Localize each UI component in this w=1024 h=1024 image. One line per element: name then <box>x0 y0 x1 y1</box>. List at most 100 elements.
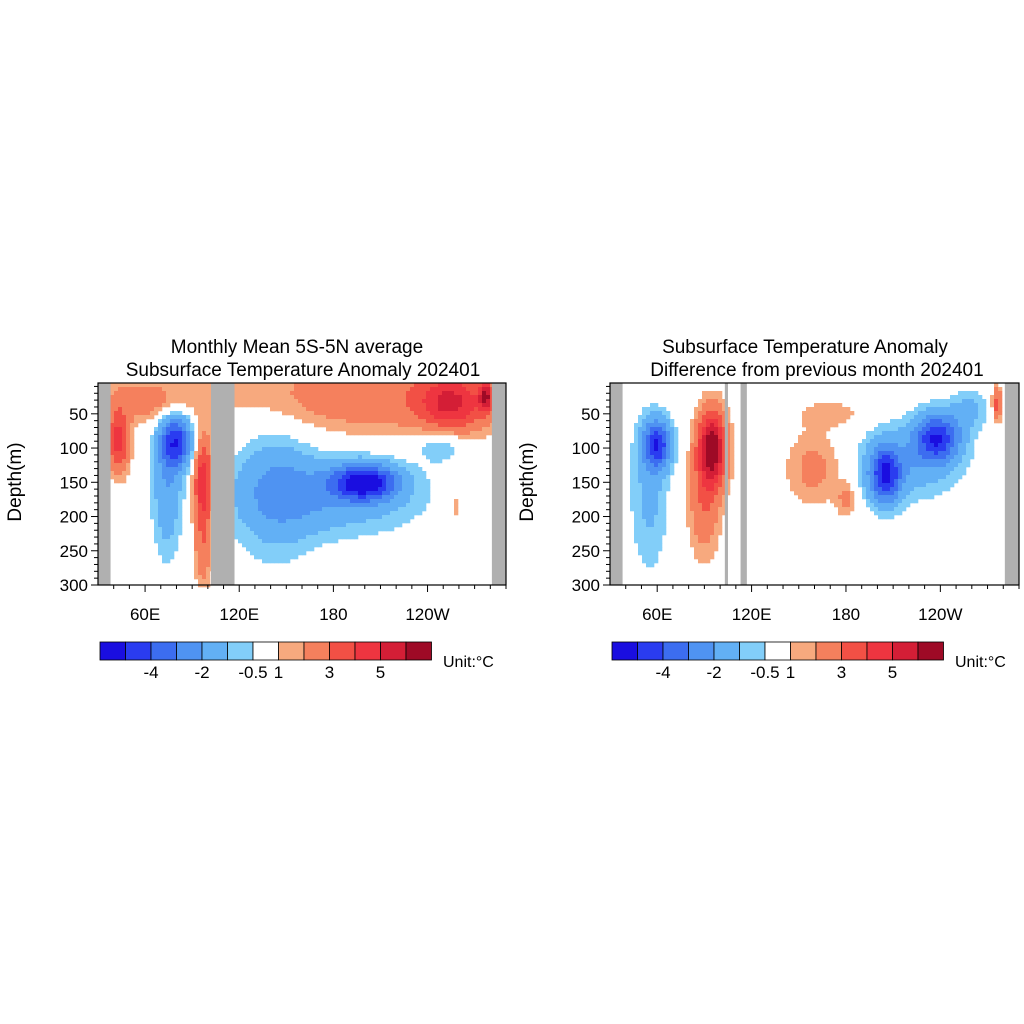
anomaly-cell <box>338 467 343 472</box>
anomaly-cell <box>706 487 711 492</box>
anomaly-cell <box>426 419 431 424</box>
anomaly-cell <box>142 403 147 408</box>
anomaly-cell <box>886 499 891 504</box>
anomaly-cell <box>890 511 895 516</box>
anomaly-cell <box>650 423 655 428</box>
anomaly-cell <box>634 459 639 464</box>
anomaly-cell <box>878 475 883 480</box>
anomaly-cell <box>254 467 259 472</box>
anomaly-cell <box>354 415 359 420</box>
anomaly-cell <box>146 387 151 392</box>
anomaly-cell <box>162 399 167 404</box>
anomaly-cell <box>158 455 163 460</box>
anomaly-cell <box>642 535 647 540</box>
anomaly-cell <box>402 463 407 468</box>
anomaly-cell <box>954 423 959 428</box>
anomaly-cell <box>326 411 331 416</box>
anomaly-cell <box>794 443 799 448</box>
anomaly-cell <box>390 387 395 392</box>
anomaly-cell <box>970 431 975 436</box>
anomaly-cell <box>418 399 423 404</box>
anomaly-cell <box>286 527 291 532</box>
anomaly-cell <box>642 559 647 564</box>
anomaly-cell <box>174 391 179 396</box>
anomaly-cell <box>830 479 835 484</box>
anomaly-cell <box>430 451 435 456</box>
anomaly-cell <box>690 439 695 444</box>
anomaly-cell <box>262 443 267 448</box>
anomaly-cell <box>646 491 651 496</box>
anomaly-cell <box>914 495 919 500</box>
anomaly-cell <box>282 451 287 456</box>
anomaly-cell <box>118 447 123 452</box>
anomaly-cell <box>646 451 651 456</box>
anomaly-cell <box>158 443 163 448</box>
anomaly-cell <box>326 519 331 524</box>
anomaly-cell <box>242 471 247 476</box>
anomaly-cell <box>382 459 387 464</box>
anomaly-cell <box>166 459 171 464</box>
anomaly-cell <box>866 503 871 508</box>
anomaly-cell <box>290 535 295 540</box>
anomaly-cell <box>866 451 871 456</box>
anomaly-cell <box>270 519 275 524</box>
anomaly-cell <box>430 383 435 388</box>
anomaly-cell <box>950 479 955 484</box>
anomaly-cell <box>650 515 655 520</box>
anomaly-cell <box>962 419 967 424</box>
anomaly-cell <box>890 487 895 492</box>
anomaly-cell <box>666 455 671 460</box>
colorbar-swatch <box>815 641 842 661</box>
anomaly-cell <box>402 415 407 420</box>
anomaly-cell <box>246 387 251 392</box>
anomaly-cell <box>170 487 175 492</box>
anomaly-cell <box>194 511 199 516</box>
anomaly-cell <box>962 435 967 440</box>
anomaly-cell <box>978 415 983 420</box>
anomaly-cell <box>954 447 959 452</box>
anomaly-cell <box>382 487 387 492</box>
anomaly-cell <box>474 391 479 396</box>
anomaly-cell <box>930 471 935 476</box>
anomaly-cell <box>262 455 267 460</box>
anomaly-cell <box>114 459 119 464</box>
anomaly-cell <box>994 399 999 404</box>
anomaly-cell <box>806 475 811 480</box>
anomaly-cell <box>674 439 679 444</box>
anomaly-cell <box>186 399 191 404</box>
anomaly-cell <box>814 455 819 460</box>
anomaly-cell <box>898 511 903 516</box>
anomaly-cell <box>270 467 275 472</box>
anomaly-cell <box>186 439 191 444</box>
anomaly-cell <box>714 403 719 408</box>
anomaly-cell <box>438 387 443 392</box>
anomaly-cell <box>350 463 355 468</box>
anomaly-cell <box>658 447 663 452</box>
anomaly-cell <box>802 467 807 472</box>
anomaly-cell <box>186 443 191 448</box>
anomaly-cell <box>722 451 727 456</box>
anomaly-cell <box>810 483 815 488</box>
anomaly-cell <box>202 499 207 504</box>
anomaly-cell <box>290 467 295 472</box>
anomaly-cell <box>730 443 735 448</box>
anomaly-cell <box>710 427 715 432</box>
anomaly-cell <box>646 563 651 568</box>
anomaly-cell <box>234 507 239 512</box>
anomaly-cell <box>370 491 375 496</box>
anomaly-cell <box>242 491 247 496</box>
anomaly-cell <box>258 471 263 476</box>
anomaly-cell <box>726 459 731 464</box>
anomaly-cell <box>818 463 823 468</box>
anomaly-cell <box>814 419 819 424</box>
anomaly-cell <box>710 399 715 404</box>
anomaly-cell <box>198 551 203 556</box>
anomaly-cell <box>662 411 667 416</box>
anomaly-cell <box>690 479 695 484</box>
anomaly-cell <box>882 491 887 496</box>
anomaly-cell <box>246 399 251 404</box>
anomaly-cell <box>386 463 391 468</box>
anomaly-cell <box>122 439 127 444</box>
anomaly-cell <box>954 443 959 448</box>
anomaly-cell <box>898 431 903 436</box>
